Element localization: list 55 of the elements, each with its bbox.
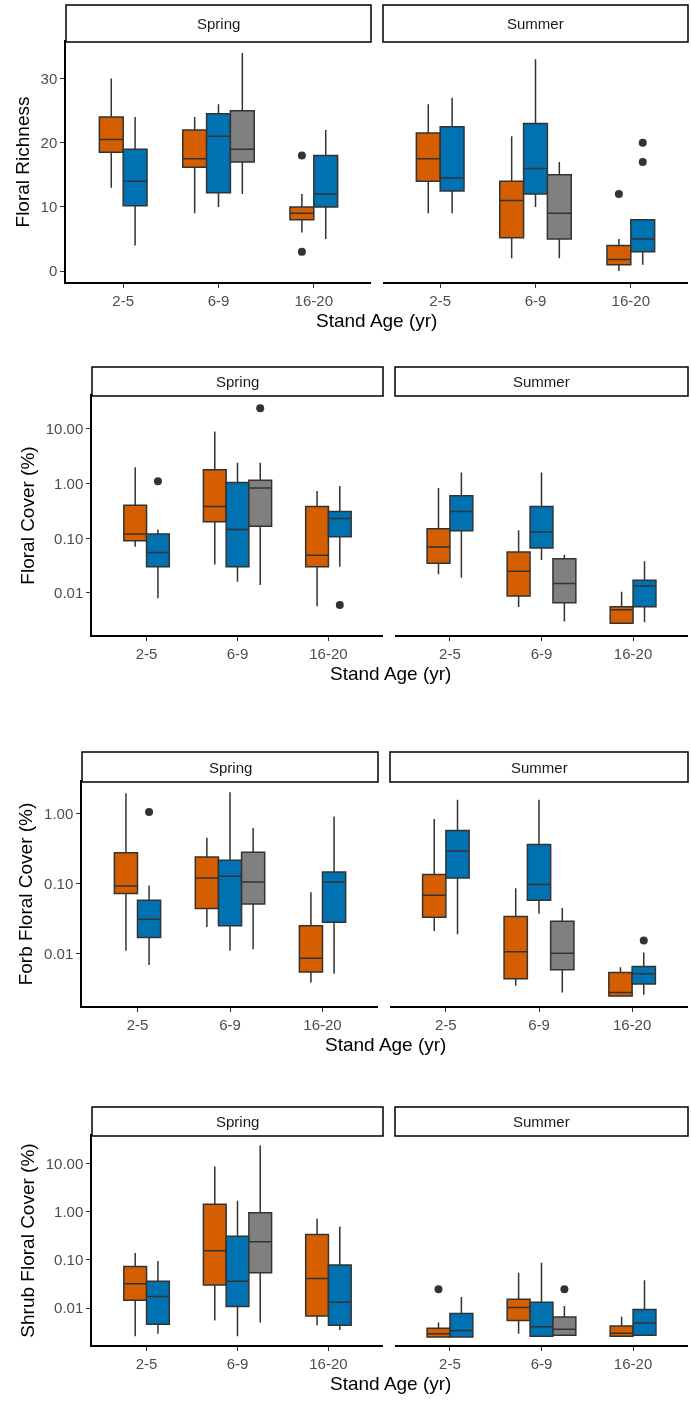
x-tick-label: 6-9 — [226, 644, 249, 662]
chart-title: Summer — [513, 373, 570, 390]
y-tick-label: 0.10 — [54, 529, 84, 547]
x-tick-label: 2-5 — [439, 644, 461, 662]
x-axis-title: Stand Age (yr) — [330, 1373, 452, 1394]
x-tick-label: 6-9 — [530, 644, 553, 662]
y-tick-label: 0.10 — [44, 874, 74, 892]
x-tick-label: 6-9 — [207, 291, 230, 309]
x-tick-label: 2-5 — [126, 1015, 149, 1033]
y-tick-label: 10.00 — [45, 420, 84, 438]
chart-title: Spring — [216, 1113, 260, 1130]
y-axis-title: Shrub Floral Cover (%) — [17, 1143, 39, 1338]
x-tick-label: 2-5 — [429, 291, 452, 309]
chart-title: Summer — [513, 1113, 570, 1130]
y-tick-label: 30 — [40, 69, 58, 87]
y-axis-title: Floral Cover (%) — [17, 446, 39, 585]
y-tick-label: 1.00 — [54, 1203, 84, 1221]
y-tick-label: 1.00 — [54, 474, 84, 492]
x-tick-label: 16-20 — [613, 1354, 653, 1372]
y-tick-label: 0 — [48, 262, 58, 280]
y-tick-label: 10 — [40, 198, 58, 216]
x-tick-label: 16-20 — [309, 1354, 348, 1372]
y-tick-label: 20 — [40, 134, 58, 151]
y-tick-label: 0.01 — [54, 584, 84, 602]
y-tick-label: 0.01 — [54, 1299, 84, 1317]
x-tick-label: 16-20 — [294, 291, 333, 309]
x-axis-title: Stand Age (yr) — [316, 310, 438, 331]
y-axis-title: Floral Richness — [11, 96, 33, 228]
x-tick-label: 16-20 — [309, 644, 348, 662]
x-tick-label: 16-20 — [611, 291, 650, 309]
x-axis-title: Stand Age (yr) — [330, 663, 452, 684]
x-tick-label: 6-9 — [530, 1354, 553, 1372]
x-tick-label: 16-20 — [612, 1015, 652, 1033]
chart-title: Spring — [216, 373, 260, 390]
chart-title: Spring — [209, 759, 253, 776]
chart-title: Summer — [511, 759, 568, 776]
x-tick-label: 2-5 — [112, 291, 135, 309]
y-tick-label: 10.00 — [45, 1155, 84, 1173]
y-tick-label: 0.10 — [54, 1251, 84, 1269]
x-tick-label: 16-20 — [303, 1015, 342, 1033]
x-tick-label: 6-9 — [226, 1354, 249, 1372]
x-tick-label: 2-5 — [135, 644, 158, 662]
chart-title: Summer — [507, 15, 564, 32]
y-tick-label: 1.00 — [44, 804, 74, 822]
x-tick-label: 2-5 — [435, 1015, 457, 1033]
y-axis-title: Forb Floral Cover (%) — [15, 802, 37, 986]
x-tick-label: 6-9 — [219, 1015, 241, 1033]
x-axis-title: Stand Age (yr) — [325, 1034, 447, 1055]
x-tick-label: 2-5 — [135, 1354, 158, 1372]
x-tick-label: 6-9 — [524, 291, 547, 309]
x-tick-label: 6-9 — [528, 1015, 550, 1033]
chart-title: Spring — [197, 15, 241, 32]
x-tick-label: 16-20 — [613, 644, 653, 662]
x-tick-label: 2-5 — [439, 1354, 461, 1372]
y-tick-label: 0.01 — [44, 944, 74, 962]
